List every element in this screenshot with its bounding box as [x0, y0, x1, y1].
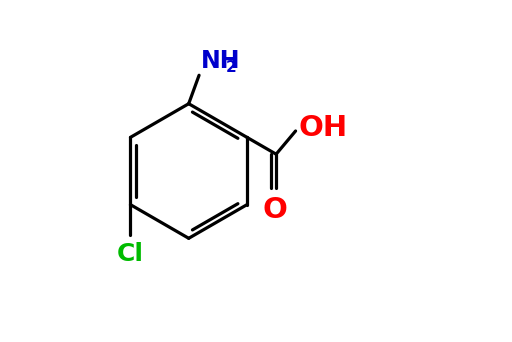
Text: OH: OH	[299, 114, 348, 142]
Text: Cl: Cl	[117, 242, 144, 266]
Text: 2: 2	[225, 60, 236, 75]
Text: O: O	[262, 196, 287, 224]
Text: NH: NH	[201, 49, 240, 73]
